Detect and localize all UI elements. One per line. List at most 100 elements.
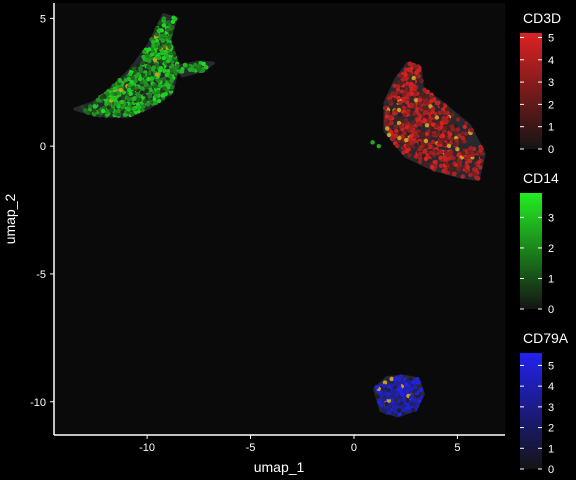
- data-point: [422, 149, 427, 154]
- data-point: [82, 108, 88, 113]
- data-point: [390, 132, 395, 137]
- data-point: [411, 379, 416, 385]
- data-point: [453, 142, 458, 147]
- data-point: [171, 15, 176, 20]
- colorbar-tick-label: 0: [548, 464, 554, 476]
- data-point: [401, 396, 406, 402]
- data-point: [476, 160, 482, 165]
- data-point: [130, 75, 135, 80]
- data-point: [370, 140, 375, 145]
- data-point: [455, 147, 460, 152]
- data-point: [402, 131, 407, 136]
- data-point: [423, 109, 428, 114]
- data-point: [396, 107, 402, 113]
- data-point: [92, 108, 97, 113]
- data-point: [156, 55, 161, 61]
- data-point: [126, 107, 131, 112]
- data-point: [473, 171, 478, 177]
- data-point: [105, 91, 110, 97]
- data-point: [479, 146, 484, 152]
- colorbar-tick-label: 3: [548, 212, 554, 224]
- data-point: [398, 112, 403, 118]
- data-point: [136, 92, 141, 97]
- data-point: [110, 96, 115, 101]
- data-point: [146, 76, 151, 82]
- ticks-layer: -10 -5 0 5 5 0 -5 -10: [30, 13, 460, 454]
- data-point: [424, 114, 429, 119]
- data-point: [471, 152, 476, 157]
- colorbar-cd3d: [520, 33, 542, 149]
- colorbar-tick-label: 5: [548, 32, 554, 44]
- data-point: [160, 49, 165, 54]
- data-point: [388, 114, 393, 120]
- data-point: [139, 90, 145, 95]
- data-point: [455, 127, 461, 132]
- data-point: [400, 380, 405, 385]
- colorbar-cd14: [520, 193, 542, 309]
- legend-title-cd14: CD14: [523, 170, 559, 186]
- data-point: [454, 138, 459, 144]
- data-point: [118, 88, 123, 93]
- data-point: [416, 103, 422, 108]
- data-point: [468, 146, 474, 151]
- data-point: [411, 75, 416, 81]
- data-point: [390, 390, 395, 395]
- data-point: [417, 159, 423, 165]
- data-point: [397, 100, 403, 106]
- data-point: [423, 138, 429, 144]
- data-point: [430, 127, 436, 132]
- x-tick-label: -10: [139, 442, 155, 454]
- plot-panel: [54, 3, 505, 435]
- data-point: [424, 131, 430, 137]
- data-point: [156, 98, 162, 104]
- data-point: [165, 27, 170, 33]
- data-point: [140, 86, 145, 91]
- data-point: [113, 101, 119, 107]
- data-point: [429, 98, 434, 104]
- data-point: [462, 124, 467, 130]
- data-point: [387, 402, 393, 407]
- data-point: [466, 154, 471, 159]
- data-point: [161, 56, 167, 61]
- data-point: [425, 89, 430, 95]
- data-point: [386, 395, 392, 400]
- colorbar-tick-label: 2: [548, 423, 554, 435]
- data-point: [427, 158, 432, 164]
- data-point: [402, 112, 408, 118]
- data-point: [457, 133, 462, 139]
- data-point: [454, 130, 459, 136]
- data-point: [128, 91, 133, 97]
- data-point: [404, 95, 409, 100]
- data-point: [127, 87, 132, 93]
- data-point: [394, 117, 399, 123]
- data-point: [108, 101, 113, 107]
- data-point: [417, 117, 422, 122]
- data-point: [382, 408, 387, 413]
- data-point: [453, 162, 459, 168]
- data-point: [423, 100, 428, 105]
- data-point: [476, 176, 481, 181]
- data-point: [148, 87, 153, 93]
- data-point: [395, 143, 400, 148]
- data-point: [437, 140, 442, 145]
- colorbar-tick-label: 4: [548, 381, 554, 393]
- data-point: [394, 129, 399, 134]
- data-point: [168, 30, 173, 35]
- data-point: [409, 401, 414, 407]
- data-point: [382, 395, 388, 400]
- data-point: [461, 151, 466, 156]
- data-point: [128, 71, 133, 77]
- data-point: [423, 106, 429, 111]
- data-point: [408, 126, 413, 131]
- data-point: [430, 122, 436, 127]
- data-point: [401, 91, 407, 97]
- data-point: [458, 166, 464, 171]
- data-point: [399, 81, 404, 86]
- data-point: [424, 123, 430, 128]
- data-point: [414, 134, 419, 139]
- data-point: [397, 412, 402, 417]
- data-point: [402, 106, 407, 111]
- data-point: [407, 72, 413, 77]
- data-point: [438, 163, 444, 168]
